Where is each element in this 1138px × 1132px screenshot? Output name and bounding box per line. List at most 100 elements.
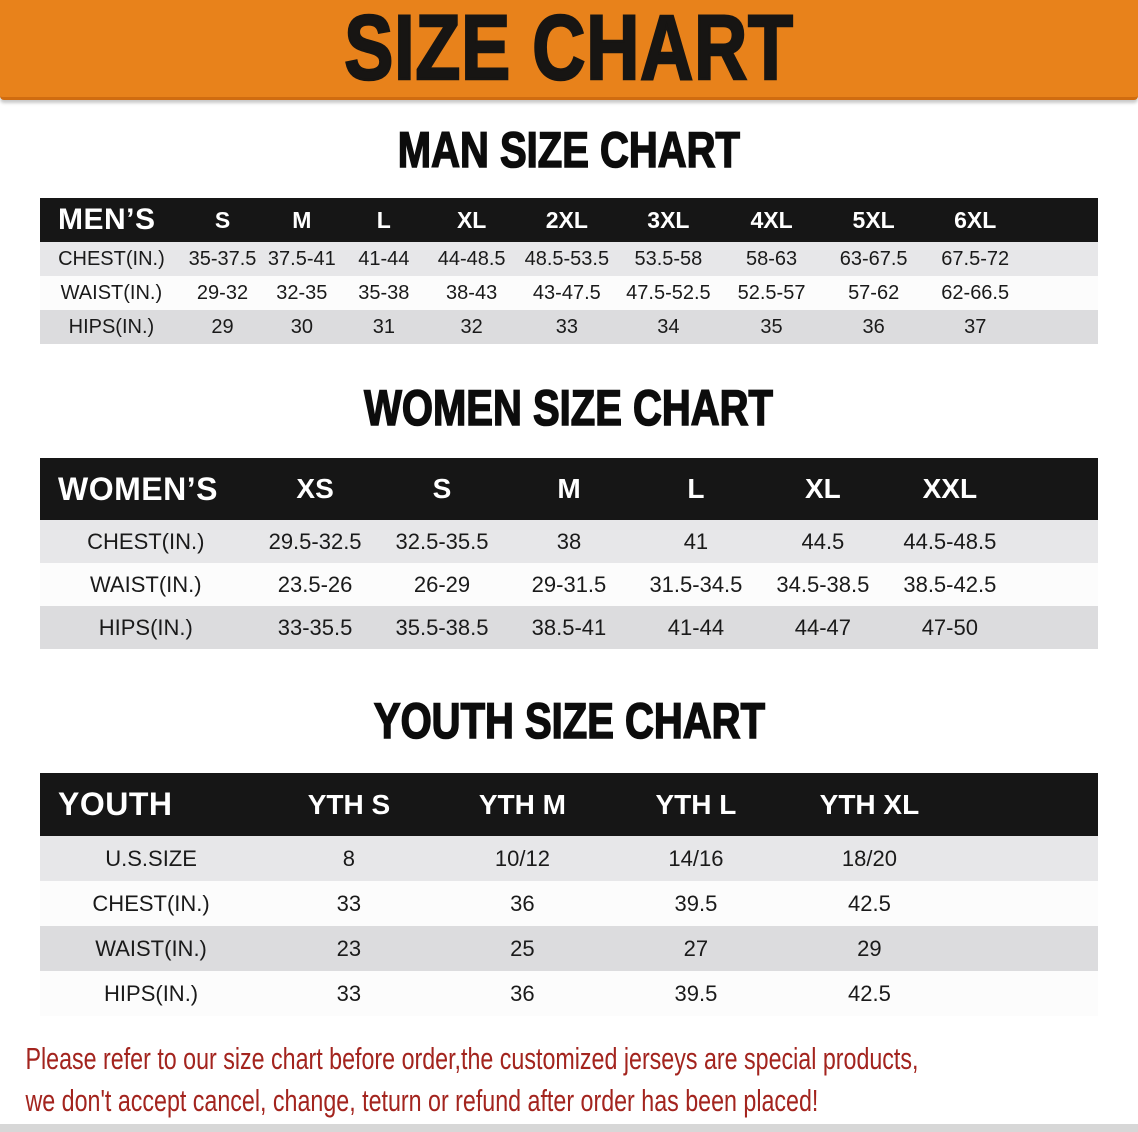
size-cell: 34 bbox=[657, 315, 680, 338]
table-category-label: YOUTH bbox=[58, 786, 173, 822]
bottom-strip bbox=[0, 1124, 1138, 1132]
size-chart-section-1: WOMEN SIZE CHART WOMEN’S XS S M L XL XXL CHEST(I… bbox=[0, 344, 1138, 649]
size-cell: 41-44 bbox=[358, 247, 410, 270]
spacer-cell bbox=[1013, 520, 1098, 563]
size-cell: 41 bbox=[683, 528, 709, 554]
size-column-header: XXL bbox=[922, 473, 978, 504]
section-title: MAN SIZE CHART bbox=[0, 100, 1138, 198]
size-cell: 32-35 bbox=[276, 281, 328, 304]
size-cell: 25 bbox=[510, 935, 535, 961]
size-cell: 35.5-38.5 bbox=[395, 614, 489, 640]
size-column-header: L bbox=[376, 206, 391, 233]
table-category-label: MEN’S bbox=[58, 203, 156, 236]
size-column-header: S bbox=[432, 473, 452, 504]
table-row: WAIST(IN.) 23 25 27 29 bbox=[40, 926, 1098, 971]
spacer-cell bbox=[956, 836, 1098, 881]
size-column-header: S bbox=[214, 206, 231, 233]
size-column-header: 2XL bbox=[545, 206, 588, 233]
size-cell: 34.5-38.5 bbox=[776, 571, 870, 597]
section-title-text: MAN SIZE CHART bbox=[397, 121, 741, 179]
size-cell: 33-35.5 bbox=[277, 614, 353, 640]
size-column-header: 6XL bbox=[954, 206, 997, 233]
spacer-cell bbox=[956, 971, 1098, 1016]
disclaimer-line-2: we don't accept cancel, change, teturn o… bbox=[25, 1083, 819, 1118]
size-cell: 32.5-35.5 bbox=[395, 528, 489, 554]
size-cell: 29.5-32.5 bbox=[268, 528, 362, 554]
size-column-header: M bbox=[292, 206, 312, 233]
size-cell: 38.5-42.5 bbox=[903, 571, 997, 597]
measure-label: CHEST(IN.) bbox=[58, 247, 165, 270]
size-cell: 23.5-26 bbox=[277, 571, 353, 597]
size-cell: 31.5-34.5 bbox=[649, 571, 743, 597]
size-cell: 36 bbox=[510, 980, 535, 1006]
table-category-label: WOMEN’S bbox=[58, 470, 218, 507]
section-title: WOMEN SIZE CHART bbox=[0, 344, 1138, 458]
measure-label: CHEST(IN.) bbox=[87, 528, 205, 554]
size-table: MEN’S S M L XL 2XL 3XL 4XL 5XL 6XL CHEST(IN.) 35-37… bbox=[40, 198, 1098, 344]
section-title: YOUTH SIZE CHART bbox=[0, 649, 1138, 773]
size-cell: 8 bbox=[342, 845, 356, 871]
spacer-cell bbox=[1026, 242, 1098, 276]
size-cell: 53.5-58 bbox=[634, 247, 703, 270]
size-cell: 36 bbox=[862, 315, 885, 338]
spacer-cell bbox=[1026, 276, 1098, 310]
size-column-header: YTH M bbox=[478, 788, 566, 820]
size-cell: 63-67.5 bbox=[839, 247, 908, 270]
spacer-cell bbox=[1026, 310, 1098, 344]
size-cell: 33 bbox=[555, 315, 578, 338]
measure-label: WAIST(IN.) bbox=[95, 935, 207, 961]
size-column-header: YTH XL bbox=[819, 788, 920, 820]
section-title-text: WOMEN SIZE CHART bbox=[364, 379, 774, 437]
size-cell: 29-31.5 bbox=[531, 571, 607, 597]
size-cell: 23 bbox=[336, 935, 362, 961]
size-column-header: YTH S bbox=[307, 788, 391, 820]
size-chart-section-0: MAN SIZE CHART MEN’S S M L XL 2XL 3XL 4XL 5XL 6XL C… bbox=[0, 100, 1138, 344]
table-row: CHEST(IN.) 35-37.5 37.5-41 41-44 44-48.5 48.5… bbox=[40, 242, 1098, 276]
size-cell: 35-37.5 bbox=[188, 247, 257, 270]
size-chart-section-2: YOUTH SIZE CHART YOUTH YTH S YTH M YTH L YTH … bbox=[0, 649, 1138, 1016]
banner: SIZE CHART bbox=[0, 0, 1138, 100]
size-cell: 39.5 bbox=[674, 890, 718, 916]
charts-container: MAN SIZE CHART MEN’S S M L XL 2XL 3XL 4XL 5XL 6XL C… bbox=[0, 100, 1138, 1016]
measure-label: WAIST(IN.) bbox=[89, 571, 202, 597]
size-cell: 58-63 bbox=[745, 247, 798, 270]
size-cell: 67.5-72 bbox=[941, 247, 1010, 270]
measure-label: U.S.SIZE bbox=[105, 845, 197, 871]
size-cell: 44.5-48.5 bbox=[903, 528, 997, 554]
table-row: CHEST(IN.) 29.5-32.5 32.5-35.5 38 41 44.5 44.5… bbox=[40, 520, 1098, 563]
size-cell: 33 bbox=[336, 980, 362, 1006]
disclaimer: Please refer to our size chart before or… bbox=[0, 1038, 1121, 1122]
size-column-header: XL bbox=[804, 473, 841, 504]
size-cell: 43-47.5 bbox=[532, 281, 601, 304]
size-cell: 48.5-53.5 bbox=[524, 247, 610, 270]
size-column-header: M bbox=[557, 473, 581, 504]
table-row: HIPS(IN.) 33-35.5 35.5-38.5 38.5-41 41-44 44-… bbox=[40, 606, 1098, 649]
disclaimer-line-1: Please refer to our size chart before or… bbox=[25, 1041, 919, 1076]
size-cell: 10/12 bbox=[494, 845, 550, 871]
banner-title: SIZE CHART bbox=[343, 0, 794, 99]
size-cell: 47-50 bbox=[921, 614, 978, 640]
size-cell: 39.5 bbox=[674, 980, 718, 1006]
size-cell: 52.5-57 bbox=[737, 281, 806, 304]
size-column-header: YTH L bbox=[655, 788, 737, 820]
table-row: WAIST(IN.) 29-32 32-35 35-38 38-43 43-47.5 47.… bbox=[40, 276, 1098, 310]
size-table: WOMEN’S XS S M L XL XXL CHEST(IN.) 29.5-32.5 32.5… bbox=[40, 458, 1098, 649]
size-cell: 29 bbox=[857, 935, 882, 961]
spacer-cell bbox=[956, 881, 1098, 926]
spacer-cell bbox=[1026, 198, 1098, 242]
size-cell: 37.5-41 bbox=[267, 247, 336, 270]
size-cell: 38.5-41 bbox=[531, 614, 607, 640]
size-cell: 44-48.5 bbox=[437, 247, 506, 270]
measure-label: HIPS(IN.) bbox=[104, 980, 199, 1006]
section-title-text: YOUTH SIZE CHART bbox=[373, 692, 765, 750]
size-cell: 31 bbox=[372, 315, 395, 338]
size-column-header: XL bbox=[456, 206, 487, 233]
size-cell: 44-47 bbox=[794, 614, 852, 640]
size-column-header: L bbox=[687, 473, 705, 504]
size-cell: 35 bbox=[760, 315, 783, 338]
measure-label: HIPS(IN.) bbox=[98, 614, 193, 640]
spacer-cell bbox=[1013, 563, 1098, 606]
size-cell: 38 bbox=[556, 528, 582, 554]
size-cell: 42.5 bbox=[848, 890, 891, 916]
